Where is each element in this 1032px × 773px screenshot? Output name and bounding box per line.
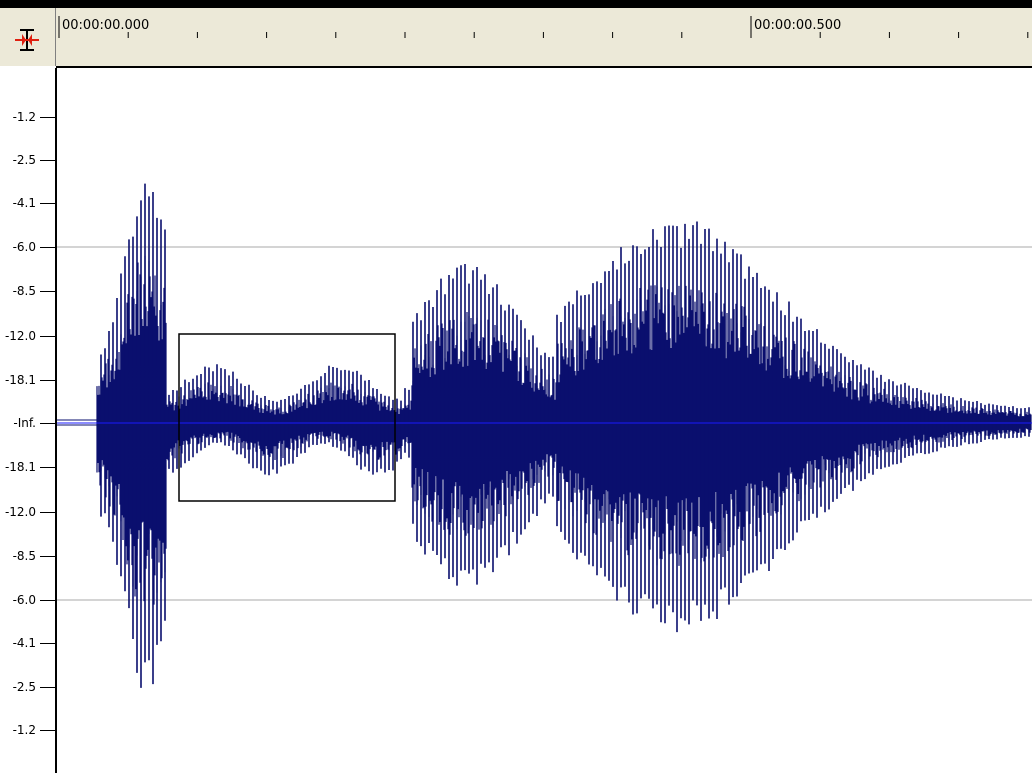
db-label: -2.5 <box>12 680 36 694</box>
db-tick <box>40 203 55 204</box>
ruler-bottom-line <box>56 66 1032 68</box>
waveform-body <box>96 255 1032 605</box>
db-label: -6.0 <box>12 240 36 254</box>
time-label-start: 00:00:00.000 <box>62 18 150 33</box>
db-tick <box>40 512 55 513</box>
db-scale: -1.2 -2.5 -4.1 -6.0 -8.5 -12.0 -18.1 -In… <box>0 68 57 773</box>
db-label: -2.5 <box>12 153 36 167</box>
db-tick <box>40 467 55 468</box>
db-tick <box>40 423 55 424</box>
time-label-mid: 00:00:00.500 <box>754 18 842 33</box>
db-label: -18.1 <box>4 373 36 387</box>
db-tick <box>40 687 55 688</box>
db-tick <box>40 643 55 644</box>
db-label: -1.2 <box>12 110 36 124</box>
db-label: -4.1 <box>12 636 36 650</box>
db-tick <box>40 556 55 557</box>
db-axis-line <box>55 68 57 773</box>
cursor-position-icon[interactable] <box>14 28 40 52</box>
db-label: -1.2 <box>12 723 36 737</box>
db-label: -8.5 <box>12 284 36 298</box>
db-label: -18.1 <box>4 460 36 474</box>
time-ruler[interactable]: 00:00:00.000 00:00:00.500 <box>56 8 1032 66</box>
db-tick <box>40 117 55 118</box>
waveform <box>57 183 1032 688</box>
db-label: -6.0 <box>12 593 36 607</box>
selection-box[interactable] <box>178 333 396 502</box>
db-tick <box>40 336 55 337</box>
db-label: -Inf. <box>13 416 36 430</box>
waveform-peaks <box>100 183 1030 688</box>
ruler-corner[interactable] <box>0 8 56 66</box>
waveform-lead <box>57 419 97 426</box>
waveform-canvas[interactable] <box>57 68 1032 773</box>
db-label: -8.5 <box>12 549 36 563</box>
ruler-ticks <box>58 16 1029 38</box>
db-tick <box>40 160 55 161</box>
db-label: -4.1 <box>12 196 36 210</box>
db-tick <box>40 380 55 381</box>
db-label: -12.0 <box>4 505 36 519</box>
top-border <box>0 0 1032 8</box>
db-tick <box>40 730 55 731</box>
db-tick <box>40 247 55 248</box>
waveform-display[interactable] <box>57 68 1032 773</box>
db-label: -12.0 <box>4 329 36 343</box>
db-tick <box>40 291 55 292</box>
db-tick <box>40 600 55 601</box>
